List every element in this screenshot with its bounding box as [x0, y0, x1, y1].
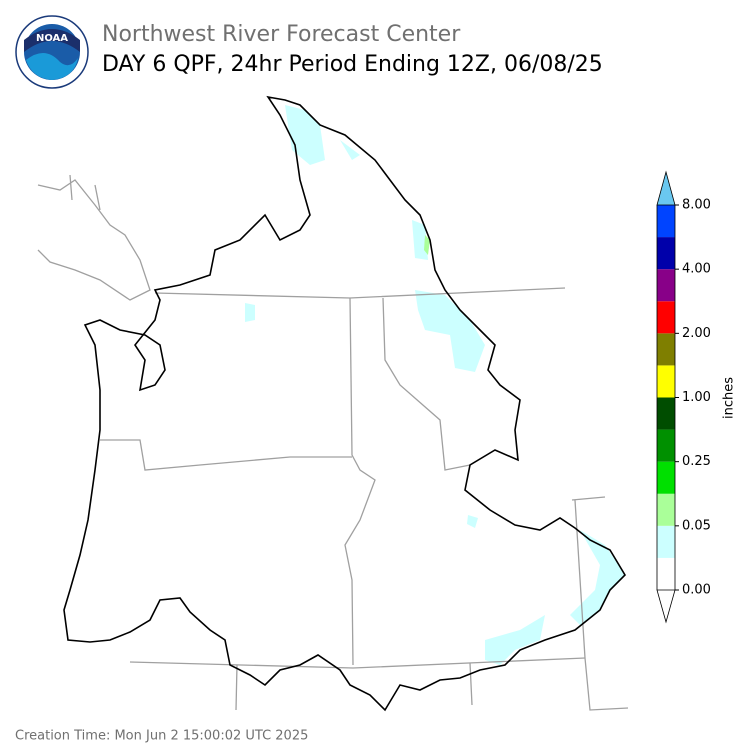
creation-time: Creation Time: Mon Jun 2 15:00:02 UTC 20…	[15, 729, 308, 744]
colorbar-tick-label: 2.00	[682, 326, 711, 341]
colorbar-tick-label: 0.00	[682, 583, 711, 598]
subtitle: DAY 6 QPF, 24hr Period Ending 12Z, 06/08…	[102, 52, 603, 77]
colorbar-tick-label: 1.00	[682, 390, 711, 405]
colorbar-segment	[657, 461, 675, 494]
colorbar-tick-label: 8.00	[682, 198, 711, 213]
logo-text: NOAA	[36, 33, 68, 44]
colorbar-tick-label: 0.25	[682, 454, 711, 469]
colorbar-segment	[657, 365, 675, 398]
colorbar-over	[656, 170, 676, 206]
colorbar-tick-label: 0.05	[682, 518, 711, 533]
colorbar-segment	[657, 525, 675, 558]
precip-area	[424, 235, 430, 255]
colorbar-segment	[657, 397, 675, 430]
colorbar-segment	[657, 269, 675, 302]
colorbar-tick-label: 4.00	[682, 262, 711, 277]
colorbar-segment	[657, 333, 675, 366]
colorbar-segment	[657, 301, 675, 334]
colorbar-segment	[657, 493, 675, 526]
basin-outline	[63, 95, 627, 712]
colorbar-segment	[657, 237, 675, 270]
colorbar-under	[656, 589, 676, 624]
colorbar-segment	[657, 557, 675, 590]
colorbar-label: inches	[722, 377, 737, 419]
colorbar-segment	[657, 205, 675, 238]
title: Northwest River Forecast Center	[102, 22, 461, 47]
colorbar: 0.00 0.05 0.25 1.00 2.00 4.00 8.00	[656, 170, 711, 624]
noaa-logo: NOAA	[15, 15, 89, 89]
colorbar-segment	[657, 429, 675, 462]
